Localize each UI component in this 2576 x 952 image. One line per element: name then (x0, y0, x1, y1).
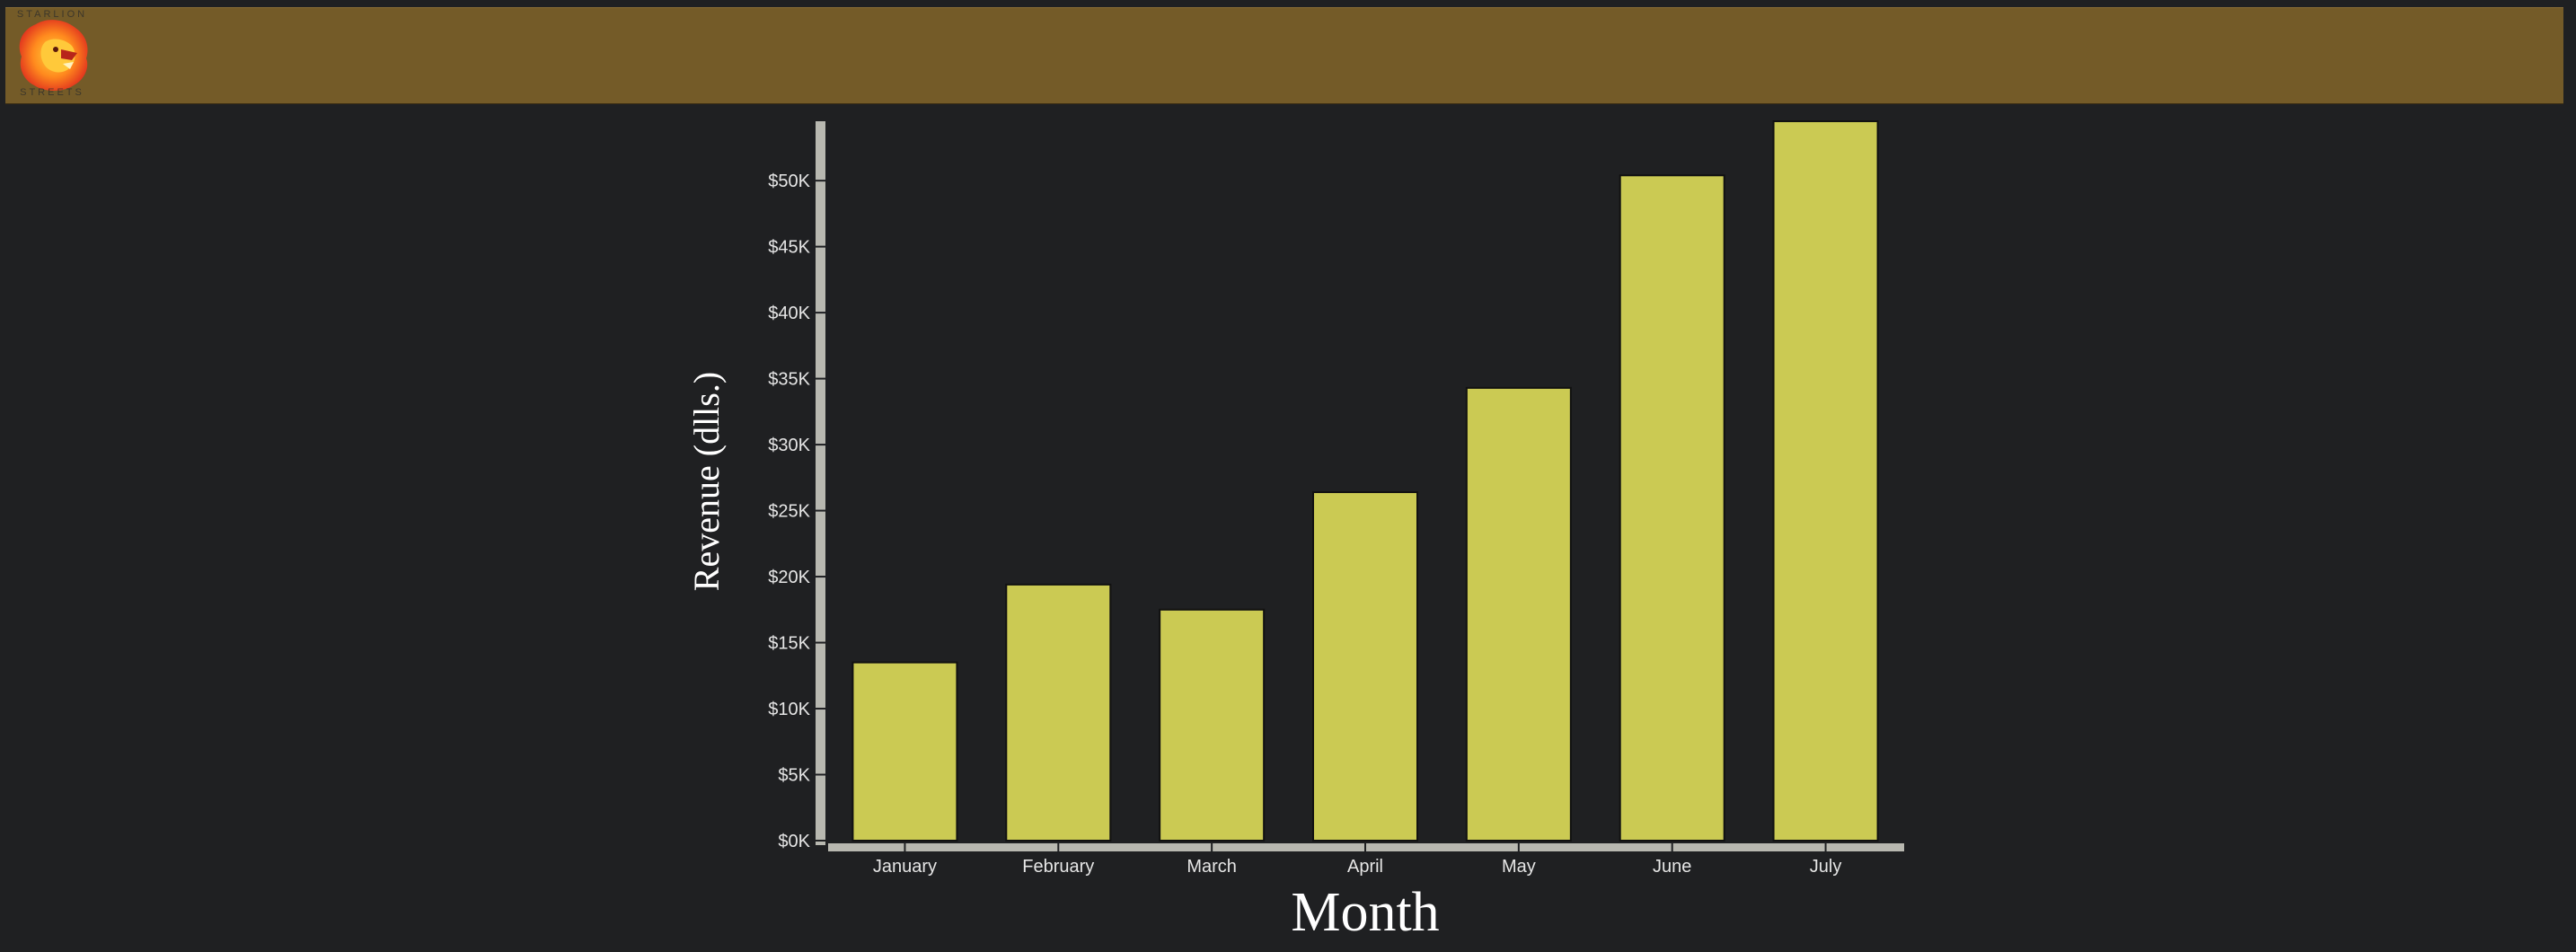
top-banner: STARLION STREETS (5, 7, 2563, 104)
bar-may (1465, 386, 1572, 842)
y-tick-label: $30K (768, 436, 810, 455)
bar-june (1619, 174, 1725, 842)
x-axis-title: Month (1291, 882, 1439, 943)
bar-july (1772, 120, 1879, 842)
x-tick-label: April (1347, 857, 1383, 877)
x-tick-label: January (873, 857, 937, 877)
bar-april (1312, 490, 1418, 842)
x-tick-label: June (1653, 857, 1691, 877)
y-tick-label: $15K (768, 634, 810, 654)
x-tick-label: February (1022, 857, 1094, 877)
y-axis-line (816, 121, 825, 845)
logo-top-text: STARLION (16, 9, 88, 20)
bar-january (851, 661, 958, 842)
x-tick-label: July (1810, 857, 1842, 877)
y-tick-label: $10K (768, 700, 810, 719)
bar-march (1159, 608, 1266, 842)
y-axis-title: Revenue (dlls.) (686, 372, 727, 591)
y-tick-label: $5K (778, 766, 810, 786)
y-tick-label: $0K (778, 832, 810, 851)
x-axis: January February March April May June July (828, 843, 1904, 877)
brand-logo[interactable]: STARLION STREETS (9, 8, 95, 103)
y-tick-label: $45K (768, 238, 810, 258)
y-tick-label: $25K (768, 502, 810, 522)
y-tick-label: $35K (768, 370, 810, 390)
y-tick-label: $50K (768, 172, 810, 191)
logo-bottom-text: STREETS (20, 87, 84, 98)
bars (851, 120, 1879, 842)
x-tick-label: March (1187, 857, 1237, 877)
y-tick-label: $20K (768, 568, 810, 587)
y-tick-label: $40K (768, 304, 810, 323)
x-tick-label: May (1502, 857, 1536, 877)
bar-february (1005, 583, 1112, 842)
lion-head-icon (19, 20, 88, 91)
y-axis: $0K $5K $10K $15K $20K $25K $30K $35K $40K $45K $5… (768, 121, 826, 851)
